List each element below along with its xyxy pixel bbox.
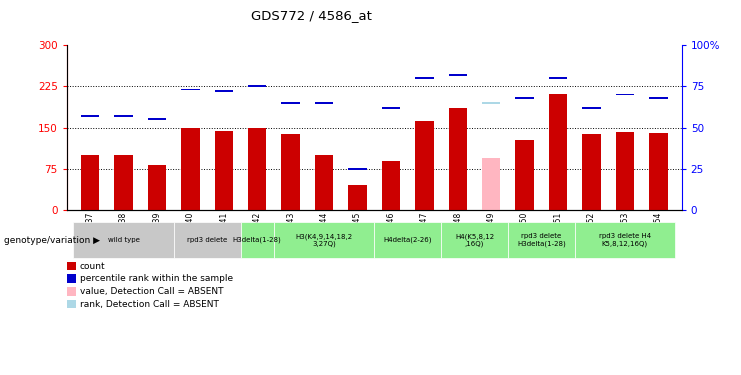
Text: H3(K4,9,14,18,2
3,27Q): H3(K4,9,14,18,2 3,27Q)	[296, 233, 353, 247]
Bar	[241, 222, 274, 258]
Bar	[114, 155, 133, 210]
Bar	[516, 97, 534, 99]
Bar	[81, 155, 99, 210]
Text: value, Detection Call = ABSENT: value, Detection Call = ABSENT	[79, 287, 223, 296]
Bar	[282, 102, 300, 104]
Bar	[248, 86, 267, 87]
Bar	[147, 165, 166, 210]
Bar	[616, 94, 634, 95]
Bar	[67, 274, 76, 283]
Bar	[448, 108, 467, 210]
Bar	[508, 222, 575, 258]
Bar	[181, 128, 199, 210]
Bar	[415, 77, 433, 79]
Text: wild type: wild type	[107, 237, 139, 243]
Text: H3delta(1-28): H3delta(1-28)	[233, 237, 282, 243]
Text: genotype/variation ▶: genotype/variation ▶	[4, 236, 100, 244]
Bar	[415, 121, 433, 210]
Bar	[73, 222, 173, 258]
Bar	[274, 222, 374, 258]
Bar	[448, 74, 467, 75]
Text: rpd3 delete: rpd3 delete	[187, 237, 227, 243]
Bar	[315, 102, 333, 104]
Bar	[516, 140, 534, 210]
Bar	[649, 133, 668, 210]
Bar	[382, 160, 400, 210]
Text: rpd3 delete
H3delta(1-28): rpd3 delete H3delta(1-28)	[517, 233, 565, 247]
Text: percentile rank within the sample: percentile rank within the sample	[79, 274, 233, 283]
Bar	[215, 90, 233, 92]
Bar	[81, 115, 99, 117]
Text: GDS772 / 4586_at: GDS772 / 4586_at	[250, 9, 372, 22]
Text: H4(K5,8,12
,16Q): H4(K5,8,12 ,16Q)	[455, 233, 494, 247]
Bar	[67, 287, 76, 296]
Bar	[549, 77, 568, 79]
Bar	[181, 89, 199, 90]
Bar	[582, 107, 601, 108]
Bar	[482, 102, 500, 104]
Bar	[348, 168, 367, 170]
Text: rpd3 delete H4
K5,8,12,16Q): rpd3 delete H4 K5,8,12,16Q)	[599, 233, 651, 247]
Bar	[575, 222, 675, 258]
Bar	[582, 134, 601, 210]
Bar	[374, 222, 441, 258]
Bar	[67, 262, 76, 270]
Bar	[147, 118, 166, 120]
Bar	[441, 222, 508, 258]
Bar	[215, 131, 233, 210]
Text: rank, Detection Call = ABSENT: rank, Detection Call = ABSENT	[79, 300, 219, 309]
Bar	[282, 134, 300, 210]
Bar	[67, 300, 76, 309]
Text: H4delta(2-26): H4delta(2-26)	[383, 237, 432, 243]
Bar	[173, 222, 241, 258]
Bar	[616, 132, 634, 210]
Bar	[649, 97, 668, 99]
Bar	[382, 107, 400, 108]
Bar	[549, 94, 568, 210]
Bar	[248, 128, 267, 210]
Bar	[348, 185, 367, 210]
Bar	[315, 155, 333, 210]
Text: count: count	[79, 262, 105, 271]
Bar	[482, 158, 500, 210]
Bar	[114, 115, 133, 117]
